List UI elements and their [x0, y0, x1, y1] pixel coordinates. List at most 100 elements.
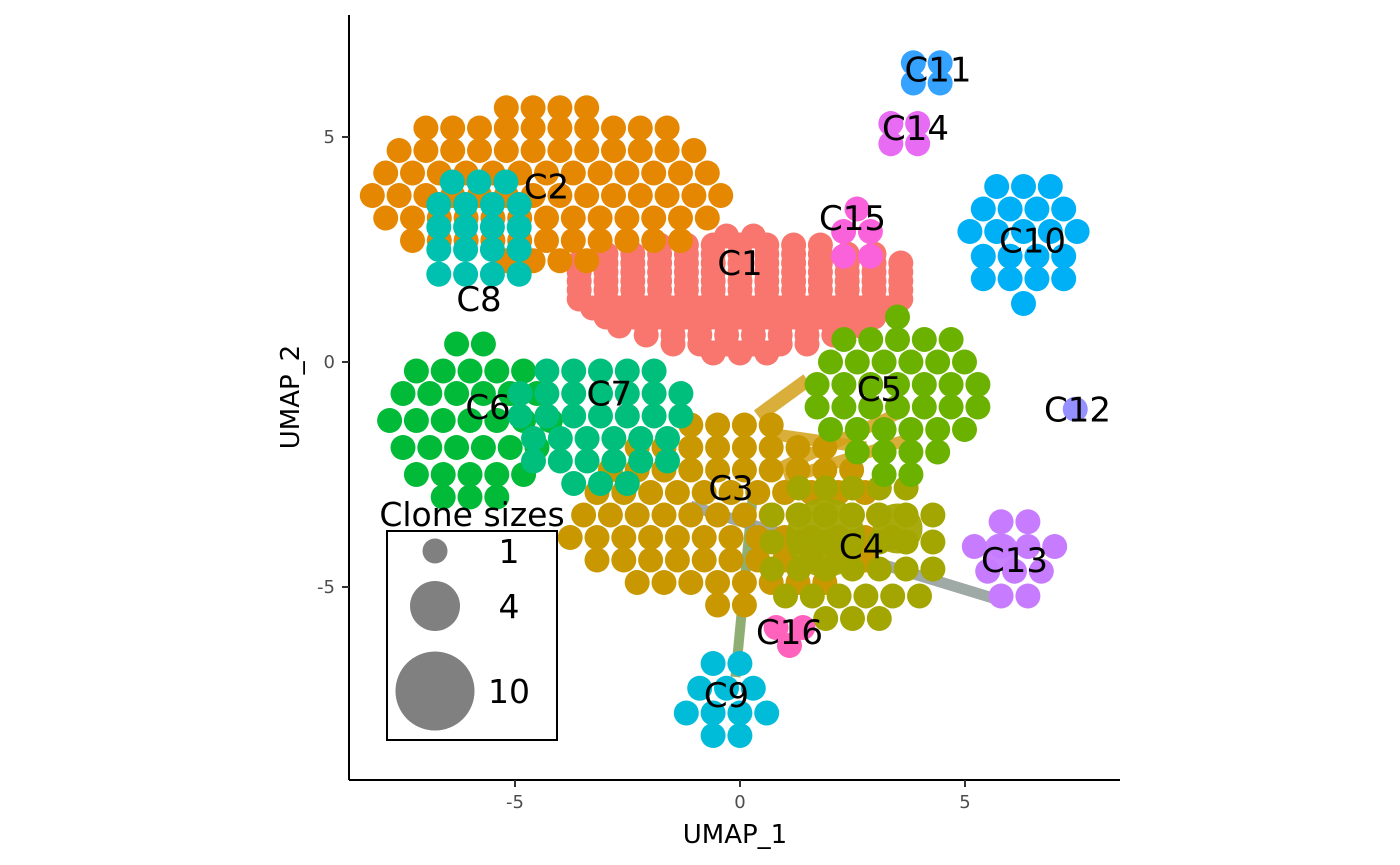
data-point: [1015, 509, 1041, 535]
data-point: [628, 448, 654, 474]
cluster-c14-points: [878, 111, 931, 157]
data-point: [911, 394, 937, 420]
data-point: [831, 372, 857, 397]
data-point: [641, 358, 667, 384]
data-point: [534, 205, 559, 231]
data-point: [588, 403, 613, 429]
data-point: [655, 448, 680, 474]
data-point: [844, 417, 870, 442]
data-point-large: [785, 497, 866, 578]
data-point: [866, 556, 892, 582]
data-point: [988, 509, 1014, 535]
data-point: [601, 426, 627, 451]
data-point: [584, 525, 610, 550]
data-point: [400, 228, 425, 253]
data-point: [858, 372, 884, 397]
data-point: [925, 439, 951, 465]
data-point: [588, 381, 613, 406]
data-point: [1037, 219, 1063, 244]
data-point: [754, 340, 780, 366]
legend-symbol-4: [410, 581, 460, 631]
data-point: [547, 426, 573, 451]
data-point: [430, 358, 456, 384]
cluster-c7-points: [507, 358, 694, 496]
data-point: [638, 547, 664, 573]
data-point: [654, 138, 680, 163]
data-point: [430, 462, 456, 487]
data-point: [359, 183, 385, 208]
data-point: [831, 243, 857, 269]
data-point: [997, 196, 1023, 222]
data-point: [611, 547, 637, 573]
data-point: [470, 435, 496, 460]
data-point: [731, 435, 757, 460]
data-point: [430, 408, 456, 433]
cluster-label-c6: C6: [465, 388, 510, 428]
data-point: [700, 700, 726, 726]
data-point: [880, 583, 906, 609]
data-point: [511, 358, 537, 384]
data-point: [911, 327, 937, 352]
y-axis-title: UMAP_2: [276, 345, 306, 449]
data-point: [997, 243, 1023, 269]
data-point: [718, 480, 744, 505]
data-point: [624, 502, 650, 528]
data-point: [390, 381, 416, 406]
data-point: [493, 169, 519, 195]
data-point: [588, 358, 613, 384]
data-point: [900, 70, 926, 96]
data-point: [831, 394, 857, 420]
data-point: [655, 426, 680, 451]
data-point: [506, 237, 532, 262]
data-point: [479, 192, 505, 217]
data-point: [400, 160, 425, 186]
data-point: [1062, 396, 1088, 422]
data-point: [1051, 196, 1077, 222]
data-point: [731, 592, 757, 618]
data-point: [731, 457, 757, 483]
data-point: [826, 583, 852, 609]
data-point: [611, 525, 637, 550]
data-point: [777, 633, 802, 658]
data-point: [534, 358, 560, 384]
data-point: [560, 160, 586, 186]
data-point: [614, 471, 640, 496]
data-point: [560, 228, 586, 253]
data-point: [727, 651, 753, 676]
cluster-c11-points: [900, 50, 953, 96]
data-point: [804, 372, 830, 397]
data-point: [377, 408, 403, 433]
data-point: [911, 372, 937, 397]
data-point: [574, 426, 600, 451]
cluster-c16-points: [763, 615, 816, 658]
data-point: [858, 327, 884, 352]
data-point: [858, 394, 884, 420]
data-point: [547, 183, 573, 208]
data-point: [627, 183, 653, 208]
data-point: [691, 480, 717, 505]
data-point: [638, 480, 664, 505]
data-point: [673, 700, 699, 726]
data-point: [417, 381, 443, 406]
data-point: [952, 417, 977, 442]
cluster-label-c5: C5: [857, 370, 902, 410]
data-point: [840, 475, 865, 501]
data-point: [641, 403, 667, 429]
data-point: [885, 304, 910, 330]
x-tick-label: 5: [959, 792, 970, 813]
cluster-c10-points: [957, 174, 1090, 316]
data-point: [534, 160, 559, 186]
data-point: [413, 115, 439, 141]
data-point: [521, 426, 546, 451]
data-point: [799, 583, 825, 609]
data-point: [1011, 174, 1036, 199]
data-point: [493, 95, 519, 121]
data-point: [857, 219, 883, 244]
data-point: [970, 266, 996, 292]
data-point: [718, 547, 744, 573]
data-point: [1042, 534, 1068, 559]
data-point: [660, 331, 686, 357]
data-point: [386, 138, 412, 163]
data-point: [984, 174, 1010, 199]
